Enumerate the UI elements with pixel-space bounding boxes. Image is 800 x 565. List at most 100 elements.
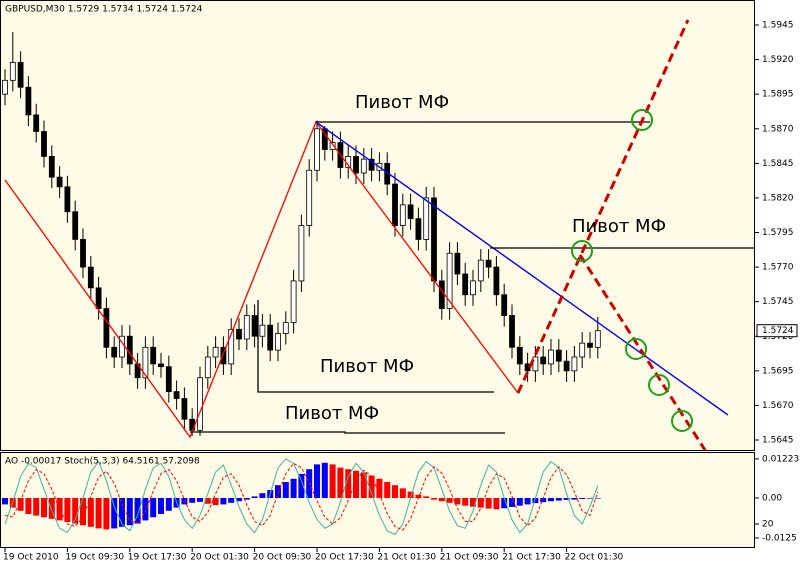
x-tick-label: 22 Oct 01:30: [565, 553, 624, 563]
x-tick-label: 21 Oct 17:30: [502, 553, 561, 563]
ao-bar: [571, 498, 578, 500]
y-tick-label: -0.0125: [762, 534, 797, 544]
candle-body: [392, 183, 398, 226]
x-tick-label: 19 Oct 17:30: [128, 553, 187, 563]
ao-bar: [181, 498, 188, 505]
ao-bar: [251, 496, 258, 498]
ao-bar: [509, 498, 515, 507]
candle-body: [41, 131, 47, 157]
ao-bar: [392, 485, 398, 498]
ao-bar: [150, 498, 157, 518]
ao-bar: [126, 498, 133, 526]
candle-body: [462, 273, 469, 296]
ao-bar: [259, 493, 266, 498]
candle-body: [259, 324, 266, 337]
marks: [2, 31, 601, 535]
candle-body: [360, 158, 367, 174]
indicator-title: AO -0.00017 Stoch(5,3,3) 64.5161 57.2098: [5, 457, 200, 467]
dashed-projection: [516, 19, 690, 394]
ao-bar: [353, 470, 359, 498]
ao-bar: [501, 498, 508, 509]
ao-bar: [220, 498, 227, 505]
candle-body: [111, 346, 118, 358]
ao-bar: [204, 498, 211, 504]
x-tick-label: 21 Oct 09:30: [440, 553, 499, 563]
ao-bar: [555, 498, 562, 501]
y-tick-label: 1.5895: [762, 90, 794, 100]
candle-body: [158, 363, 164, 368]
y-tick-label: 1.5745: [762, 297, 794, 307]
candle-body: [454, 252, 461, 275]
ao-bar: [41, 498, 47, 518]
candle-body: [298, 225, 305, 282]
candle-body: [579, 342, 586, 358]
candle-body: [516, 346, 523, 365]
candle-body: [431, 197, 437, 282]
candle-body: [72, 211, 79, 240]
ao-bar: [25, 498, 32, 514]
x-tick-label: 19 Oct 2010: [3, 553, 59, 563]
candle-body: [150, 346, 157, 365]
y-tick-label: 1.5870: [762, 124, 794, 134]
ao-bar: [587, 498, 593, 499]
candle-body: [470, 280, 476, 296]
candle-body: [314, 128, 320, 171]
ao-bar: [360, 472, 367, 498]
ao-bar: [33, 498, 40, 516]
ao-bar: [111, 498, 118, 529]
ao-bar: [345, 469, 352, 498]
candle-body: [290, 280, 297, 323]
circle-marker: [625, 338, 647, 360]
ao-bar: [470, 498, 476, 507]
candle-body: [2, 79, 8, 95]
candle-body: [212, 346, 219, 358]
candle-body: [64, 186, 71, 213]
candle-body: [423, 197, 430, 240]
chart-title: GBPUSD,M30 1.5729 1.5734 1.5724 1.5724: [5, 5, 203, 15]
candle-body: [587, 342, 593, 348]
y-tick-label: 1.5670: [762, 401, 794, 411]
ao-bar: [399, 488, 406, 498]
stoch-line: [4, 462, 599, 531]
x-tick-label: 21 Oct 01:30: [377, 553, 436, 563]
circle-marker: [631, 109, 653, 131]
dashed-projection: [578, 254, 707, 451]
candle-body: [142, 346, 149, 379]
ao-bar: [524, 498, 531, 505]
ao-bar: [282, 482, 289, 498]
candle-body: [236, 328, 242, 340]
pivot-line: [190, 431, 505, 434]
candle-body: [56, 176, 63, 188]
ao-bar: [337, 467, 344, 498]
y-tick-label: 1.5945: [762, 21, 794, 31]
candle-body: [446, 252, 453, 309]
x-tick-label: 20 Oct 09:30: [253, 553, 312, 563]
ao-bar: [477, 498, 484, 508]
ao-bar: [376, 478, 383, 498]
ao-bar: [80, 498, 86, 526]
ao-bar: [423, 496, 430, 498]
price-box: [756, 324, 798, 338]
ao-bar: [142, 498, 149, 521]
ao-bar: [48, 498, 55, 519]
ao-bar: [17, 498, 24, 511]
x-tick-label: 19 Oct 09:30: [65, 553, 124, 563]
candle-body: [594, 330, 601, 348]
ao-bar: [579, 498, 586, 499]
ao-bar: [134, 498, 141, 524]
ao-bar: [493, 498, 500, 510]
candle-body: [571, 356, 578, 372]
candle-body: [251, 315, 258, 337]
candle-body: [165, 366, 172, 392]
y-tick-label: 1.5695: [762, 366, 794, 376]
candle-body: [329, 142, 336, 150]
ao-bar: [384, 482, 391, 498]
annotation: Пивот МФ: [285, 403, 379, 424]
candle-body: [25, 86, 32, 116]
ao-bar: [103, 498, 110, 530]
candle-body: [33, 114, 40, 132]
stoch-line: [4, 458, 599, 535]
ao-bar: [594, 498, 601, 499]
circle-marker: [648, 374, 670, 396]
